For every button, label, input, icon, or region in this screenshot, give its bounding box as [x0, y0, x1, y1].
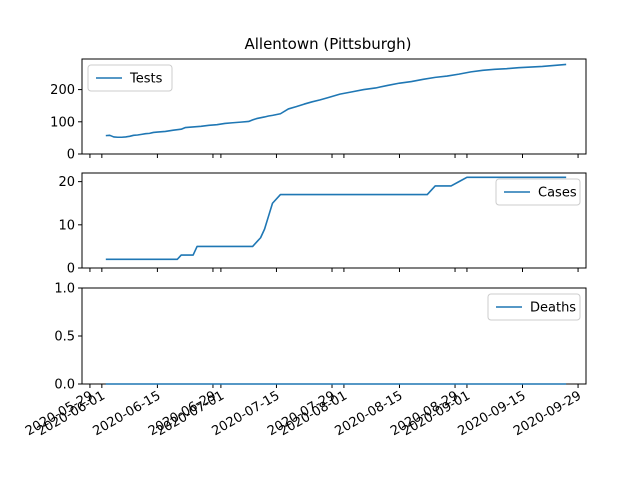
legend-deaths	[487, 293, 581, 321]
panel-frame-cases	[81, 172, 587, 269]
series-line-tests	[105, 63, 567, 139]
panel-frame-tests	[81, 58, 587, 155]
y-tick-label-tests: 200	[50, 83, 75, 98]
y-tick-label-deaths: 0.5	[54, 330, 75, 345]
y-tick-label-deaths: 0.0	[54, 378, 75, 393]
y-tick-label-deaths: 1.0	[54, 282, 75, 297]
legend-tests	[87, 64, 173, 92]
y-tick-label-cases: 0	[67, 262, 75, 277]
legend-label-deaths: Deaths	[530, 301, 576, 316]
legend-cases	[495, 178, 581, 206]
chart-title: Allentown (Pittsburgh)	[244, 35, 411, 53]
y-tick-label-tests: 100	[50, 115, 75, 130]
y-tick-label-cases: 20	[58, 175, 75, 190]
y-tick-label-cases: 10	[58, 218, 75, 233]
legend-label-tests: Tests	[129, 72, 163, 87]
series-line-cases	[105, 176, 567, 261]
legend-label-cases: Cases	[538, 186, 577, 201]
y-tick-label-tests: 0	[67, 148, 75, 163]
